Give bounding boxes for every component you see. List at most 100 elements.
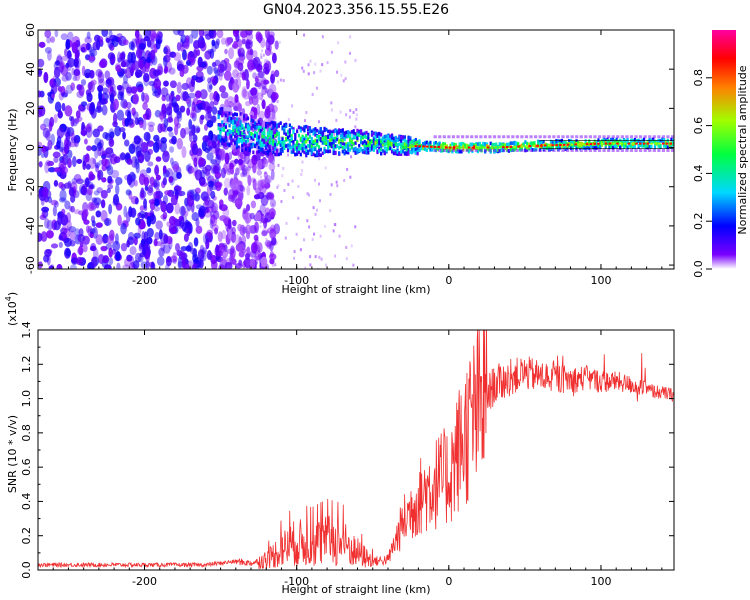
signal-core	[547, 144, 551, 147]
signal-cell	[365, 130, 368, 135]
signal-cell	[281, 143, 284, 148]
noise-blob	[168, 67, 176, 75]
signal-cell	[383, 140, 386, 145]
noise-blob	[52, 81, 59, 93]
signal-cell	[343, 137, 346, 142]
noise-blob	[47, 160, 55, 167]
signal-cell	[668, 143, 671, 147]
signal-cell	[228, 129, 231, 133]
signal-halo	[607, 135, 611, 139]
noise-blob	[133, 232, 141, 239]
noise-blob	[232, 30, 239, 38]
signal-cell	[454, 147, 458, 151]
noise-speck	[277, 80, 280, 84]
noise-blob	[177, 256, 183, 268]
signal-core	[437, 146, 441, 149]
signal-cell	[336, 131, 339, 136]
noise-blob	[163, 80, 169, 87]
signal-cell	[233, 120, 237, 125]
signal-cell	[228, 111, 231, 116]
noise-blob	[144, 185, 149, 191]
noise-speck	[325, 263, 328, 267]
noise-blob	[122, 264, 131, 269]
noise-blob	[64, 200, 71, 210]
signal-cell	[237, 131, 240, 136]
noise-blob	[126, 240, 131, 248]
noise-blob	[108, 257, 114, 266]
noise-blob	[189, 189, 198, 201]
signal-cell	[263, 139, 266, 144]
signal-cell	[420, 146, 423, 151]
signal-core	[452, 146, 456, 149]
noise-blob	[143, 30, 152, 38]
noise-blob	[147, 161, 154, 167]
noise-blob	[76, 158, 83, 164]
noise-speck	[332, 229, 335, 233]
signal-cell	[299, 152, 302, 157]
noise-blob	[134, 30, 140, 39]
noise-blob	[70, 82, 76, 91]
signal-cell	[588, 139, 591, 144]
signal-cell	[356, 136, 359, 141]
signal-cell	[294, 152, 297, 157]
signal-cell	[575, 139, 578, 143]
signal-cell	[485, 144, 489, 148]
signal-cell	[336, 137, 339, 142]
signal-cell	[241, 139, 244, 144]
signal-cell	[255, 136, 259, 141]
noise-blob	[233, 40, 238, 49]
noise-blob	[117, 214, 122, 226]
signal-cell	[513, 148, 516, 152]
noise-blob	[138, 210, 147, 218]
signal-cell	[343, 145, 346, 150]
signal-cell	[327, 143, 330, 148]
noise-blob	[146, 215, 152, 227]
signal-cell	[646, 143, 649, 148]
signal-halo	[625, 148, 629, 152]
signal-cell	[378, 149, 381, 153]
signal-cell	[272, 150, 275, 155]
noise-blob	[253, 194, 261, 200]
noise-blob	[83, 154, 90, 166]
signal-cell	[604, 145, 607, 149]
signal-halo	[534, 135, 538, 139]
noise-blob	[75, 110, 81, 119]
signal-cell	[290, 125, 293, 130]
signal-cell	[635, 139, 638, 144]
signal-cell	[385, 138, 388, 143]
noise-blob	[193, 237, 199, 247]
signal-cell	[232, 138, 235, 143]
signal-halo	[565, 148, 570, 152]
noise-blob	[248, 95, 254, 105]
signal-cell	[495, 144, 498, 148]
noise-blob	[182, 49, 187, 61]
signal-cell	[244, 143, 248, 148]
signal-cell	[263, 127, 266, 131]
signal-core	[612, 142, 615, 145]
signal-cell	[599, 145, 602, 149]
noise-blob	[202, 166, 208, 175]
signal-cell	[416, 140, 419, 145]
noise-blob	[78, 103, 83, 111]
noise-blob	[135, 48, 143, 59]
noise-blob	[198, 156, 204, 165]
signal-cell	[237, 139, 240, 144]
signal-cell	[429, 142, 432, 147]
signal-cell	[522, 142, 525, 146]
signal-cell	[265, 144, 268, 149]
noise-blob	[80, 43, 88, 53]
signal-cell	[328, 142, 332, 146]
noise-blob	[246, 166, 251, 172]
signal-cell	[266, 135, 270, 140]
signal-cell	[590, 144, 593, 148]
noise-blob	[162, 150, 170, 163]
signal-cell	[445, 148, 448, 153]
noise-blob	[101, 235, 106, 245]
signal-cell	[624, 140, 627, 145]
noise-speck	[309, 59, 312, 63]
signal-cell	[263, 134, 266, 139]
signal-cell	[224, 125, 228, 129]
signal-core	[654, 142, 657, 145]
noise-blob	[89, 101, 96, 113]
noise-blob	[145, 253, 150, 263]
